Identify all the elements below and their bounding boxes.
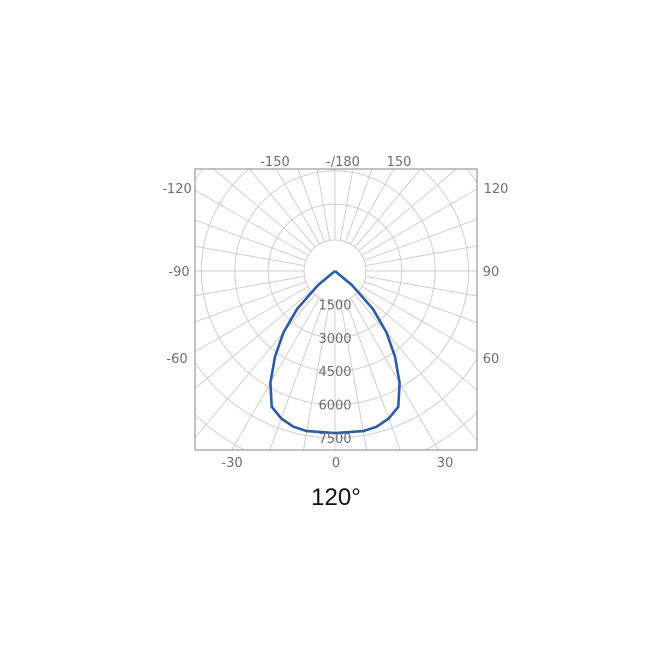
grid-spoke	[363, 218, 477, 261]
radial-tick-label: 7500	[318, 432, 351, 447]
radial-tick-label: 6000	[318, 399, 351, 414]
grid-spoke	[212, 169, 312, 252]
grid-spoke	[354, 294, 477, 442]
grid-spoke	[358, 169, 458, 252]
plot-frame	[194, 168, 478, 451]
grid-spoke	[195, 294, 316, 439]
grid-spoke	[339, 301, 368, 450]
chart-title: 120°	[311, 484, 361, 511]
grid-spoke	[350, 297, 439, 450]
angle-tick-label: 30	[437, 456, 454, 471]
grid-spoke	[195, 286, 309, 353]
grid-spoke	[195, 219, 307, 261]
angle-tick-label: 0	[332, 456, 340, 471]
grid-spoke	[195, 290, 312, 390]
grid-spoke	[350, 169, 395, 245]
grid-spoke	[361, 188, 477, 256]
grid-spoke	[195, 275, 305, 297]
intensity-curve	[269, 270, 401, 435]
grid-spoke	[365, 275, 477, 297]
grid-spoke	[275, 169, 320, 245]
angle-tick-label: -/180	[326, 155, 360, 170]
grid-spoke	[195, 245, 305, 267]
angle-tick-label: -150	[260, 155, 290, 170]
grid-spoke	[269, 299, 325, 450]
angle-tick-label: 120	[484, 182, 509, 197]
grid-spoke	[195, 189, 309, 256]
angle-tick-label: 90	[483, 265, 500, 280]
angle-tick-label: -90	[168, 265, 189, 280]
angle-tick-label: -60	[166, 352, 187, 367]
angle-tick-label: 150	[387, 155, 412, 170]
radial-tick-label: 1500	[318, 298, 351, 313]
angle-tick-label: -120	[162, 182, 192, 197]
grid-spoke	[361, 286, 477, 354]
grid-spoke	[358, 290, 477, 391]
grid-spoke	[316, 169, 331, 241]
grid-spoke	[231, 297, 320, 450]
radial-tick-label: 4500	[318, 365, 351, 380]
grid-spoke	[363, 281, 477, 324]
grid-spoke	[302, 301, 331, 450]
grid-spoke	[345, 169, 373, 243]
angle-tick-label: -30	[221, 456, 242, 471]
grid-spoke	[365, 245, 477, 267]
radial-tick-label: 3000	[318, 332, 351, 347]
grid-spoke	[195, 281, 307, 323]
grid-spoke	[339, 169, 354, 241]
angle-tick-label: 60	[483, 352, 500, 367]
grid-spoke	[345, 299, 401, 450]
grid-spoke	[248, 169, 316, 248]
grid-spoke	[354, 169, 422, 248]
grid-spoke	[297, 169, 325, 243]
